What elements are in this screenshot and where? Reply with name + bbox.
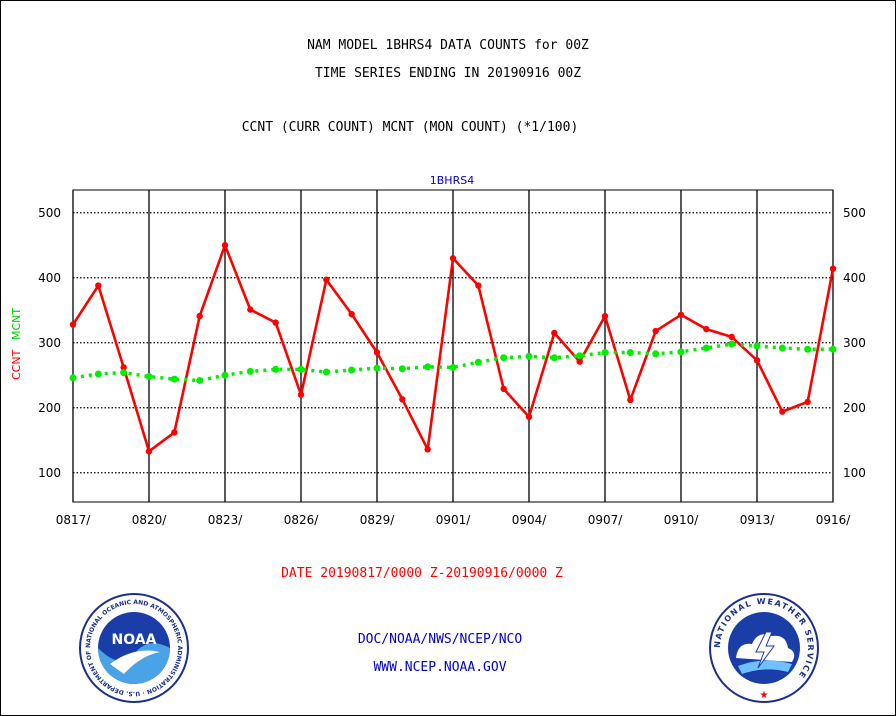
point-mcnt [69, 374, 77, 382]
point-mcnt [728, 340, 736, 348]
x-tick-label: 0901/ [436, 513, 472, 527]
point-mcnt [677, 348, 685, 356]
point-mcnt [601, 349, 609, 356]
point-ccnt [69, 321, 77, 328]
point-mcnt [702, 344, 710, 352]
noaa-wordmark: NOAA [112, 632, 157, 648]
x-tick-label: 0907/ [588, 513, 624, 527]
chart-subtitle: TIME SERIES ENDING IN 20190916 00Z [314, 66, 582, 81]
point-mcnt [322, 368, 330, 376]
credit-org: DOC/NOAA/NWS/NCEP/NCO [357, 632, 523, 647]
point-mcnt [398, 365, 406, 373]
x-tick-label: 0820/ [132, 513, 168, 527]
point-ccnt [449, 255, 457, 262]
point-mcnt [474, 358, 482, 366]
point-mcnt [145, 373, 153, 381]
point-mcnt [652, 350, 660, 358]
y-tick-label-left: 300 [38, 336, 61, 350]
point-mcnt [753, 342, 761, 350]
time-series-chart: 100 100 200 200 300 300 400 400 500 500 0817/0820/… [10, 174, 866, 527]
y-tick-label-right: 200 [843, 401, 866, 415]
point-ccnt [728, 333, 735, 341]
y-tick-label-right: 300 [843, 336, 866, 350]
point-mcnt [170, 375, 178, 383]
point-mcnt [94, 370, 102, 378]
point-mcnt [525, 352, 533, 360]
y-tick-label-right: 400 [843, 271, 866, 285]
chart-title: NAM MODEL 1BHRS4 DATA COUNTS for 00Z [307, 38, 589, 53]
point-mcnt [626, 349, 634, 356]
point-ccnt [323, 276, 330, 283]
nws-logo: NATIONAL WEATHER SERVICE ★ [709, 593, 819, 703]
series-layer [69, 242, 837, 455]
point-ccnt [551, 329, 558, 337]
point-ccnt [601, 312, 609, 320]
y-tick-label-left: 500 [38, 206, 61, 220]
point-mcnt [804, 345, 812, 353]
date-range: DATE 20190817/0000 Z-20190916/0000 Z [281, 566, 563, 581]
noaa-logo: NATIONAL OCEANIC AND ATMOSPHERIC ADMINIS… [78, 592, 189, 703]
y-tick-label-right: 100 [843, 466, 866, 480]
point-mcnt [272, 365, 280, 373]
point-ccnt [196, 312, 203, 320]
x-tick-label: 0817/ [56, 513, 92, 527]
point-mcnt [196, 376, 204, 384]
point-ccnt [576, 358, 583, 365]
point-ccnt [272, 319, 279, 326]
point-ccnt [500, 385, 507, 393]
y-tick-label-left: 400 [38, 271, 61, 285]
point-mcnt [297, 365, 305, 373]
point-ccnt [677, 311, 685, 318]
point-mcnt [550, 354, 558, 362]
point-mcnt [373, 364, 381, 372]
point-ccnt [779, 408, 786, 415]
point-mcnt [778, 344, 786, 352]
y-tick-label-left: 200 [38, 401, 61, 415]
x-tick-label: 0823/ [208, 513, 244, 527]
y-tick-label-left: 100 [38, 466, 61, 480]
point-ccnt [399, 396, 406, 403]
ylabel-ccnt: CCNT [10, 349, 23, 380]
point-mcnt [246, 367, 254, 375]
x-tick-label: 0904/ [512, 513, 548, 527]
point-ccnt [95, 282, 102, 289]
point-ccnt [703, 325, 710, 333]
y-tick-label-right: 500 [843, 206, 866, 220]
point-mcnt [424, 363, 432, 371]
x-tick-label: 0910/ [664, 513, 700, 527]
series-description: CCNT (CURR COUNT) MCNT (MON COUNT) (*1/1… [241, 120, 579, 135]
point-mcnt [120, 369, 128, 377]
point-ccnt [804, 398, 811, 406]
point-ccnt [753, 357, 761, 364]
axis-layer: 100 100 200 200 300 300 400 400 500 500 0817/0820/… [38, 189, 866, 527]
point-ccnt [525, 413, 533, 421]
point-ccnt [145, 448, 153, 455]
point-ccnt [120, 364, 127, 371]
point-ccnt [373, 349, 381, 356]
point-ccnt [652, 327, 659, 335]
plot-label: 1BHRS4 [430, 174, 474, 187]
point-mcnt [221, 371, 229, 379]
point-mcnt [449, 363, 457, 371]
point-ccnt [171, 429, 178, 436]
point-ccnt [297, 391, 305, 398]
point-ccnt [247, 306, 254, 313]
x-tick-label: 0913/ [740, 513, 776, 527]
x-tick-label: 0916/ [816, 513, 852, 527]
point-ccnt [221, 242, 229, 249]
credit-url: WWW.NCEP.NOAA.GOV [373, 660, 507, 675]
point-ccnt [348, 310, 355, 318]
point-mcnt [829, 345, 837, 353]
ylabel-mcnt: MCNT [10, 308, 23, 340]
nws-star-icon: ★ [760, 690, 769, 701]
point-mcnt [500, 354, 508, 362]
point-ccnt [424, 446, 431, 453]
point-mcnt [348, 366, 356, 374]
point-ccnt [829, 265, 837, 272]
point-ccnt [627, 396, 634, 404]
x-tick-label: 0826/ [284, 513, 320, 527]
point-mcnt [576, 352, 584, 360]
x-tick-label: 0829/ [360, 513, 396, 527]
point-ccnt [475, 282, 482, 289]
